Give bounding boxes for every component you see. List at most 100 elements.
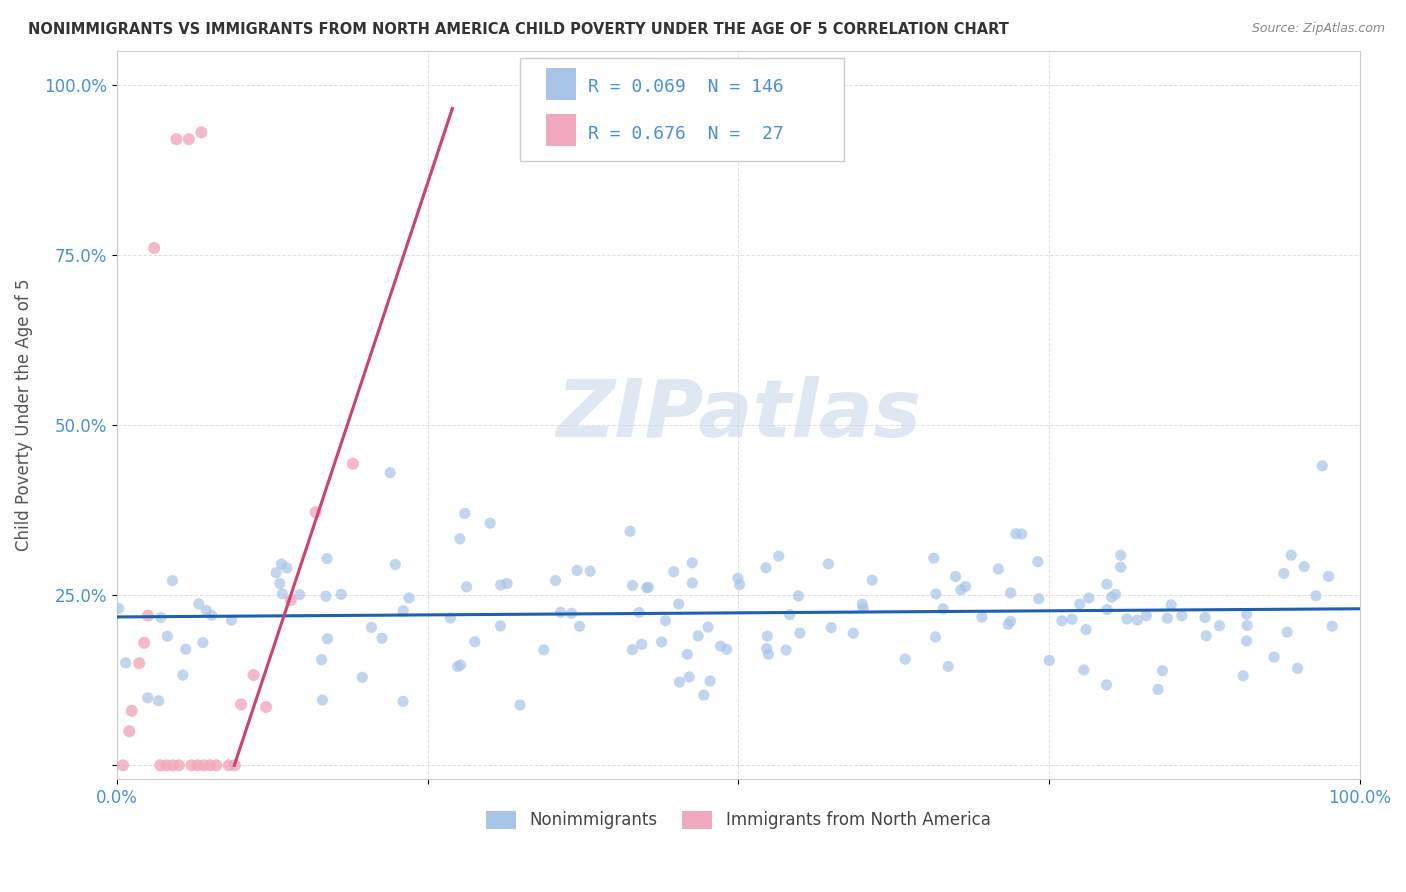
Point [439, 611, 461, 625]
Text: ZIPatlas: ZIPatlas [555, 376, 921, 454]
Point [174, 642, 197, 657]
Point [621, 642, 644, 657]
Point [758, 647, 780, 661]
Point [191, 635, 214, 649]
Point [1000, 586, 1022, 600]
Point [276, 561, 298, 575]
Point [177, 132, 200, 146]
Point [922, 551, 945, 566]
Y-axis label: Child Poverty Under the Age of 5: Child Poverty Under the Age of 5 [15, 278, 32, 551]
Point [852, 601, 875, 615]
Point [156, 629, 179, 643]
Point [925, 587, 948, 601]
Point [1279, 549, 1302, 563]
Point [269, 576, 291, 591]
Point [1073, 663, 1095, 677]
Point [316, 632, 339, 646]
Point [166, 132, 188, 146]
Point [565, 564, 588, 578]
Point [1236, 607, 1258, 622]
Point [198, 758, 221, 772]
Point [636, 581, 658, 595]
Point [1156, 611, 1178, 625]
Text: R = 0.069  N = 146: R = 0.069 N = 146 [588, 78, 783, 96]
Point [172, 668, 194, 682]
Point [1152, 664, 1174, 678]
Point [254, 700, 277, 714]
Point [193, 758, 215, 772]
Point [560, 607, 582, 621]
Point [1208, 618, 1230, 632]
Point [224, 758, 246, 772]
Point [352, 670, 374, 684]
Point [697, 620, 720, 634]
Point [568, 619, 591, 633]
Point [533, 643, 555, 657]
Point [195, 603, 218, 617]
Point [668, 675, 690, 690]
Text: NONIMMIGRANTS VS IMMIGRANTS FROM NORTH AMERICA CHILD POVERTY UNDER THE AGE OF 5 : NONIMMIGRANTS VS IMMIGRANTS FROM NORTH A… [28, 22, 1010, 37]
Point [180, 758, 202, 772]
Point [489, 619, 512, 633]
Point [271, 587, 294, 601]
Point [1028, 591, 1050, 606]
Point [162, 574, 184, 588]
Point [779, 607, 801, 622]
Point [997, 617, 1019, 632]
Point [851, 597, 873, 611]
Point [270, 557, 292, 571]
Point [496, 576, 519, 591]
Point [1194, 610, 1216, 624]
Point [936, 659, 959, 673]
Point [112, 758, 135, 772]
Point [134, 636, 156, 650]
Point [787, 589, 810, 603]
Point [201, 608, 224, 623]
Point [121, 704, 143, 718]
Point [1060, 612, 1083, 626]
Legend: Nonimmigrants, Immigrants from North America: Nonimmigrants, Immigrants from North Ame… [479, 804, 997, 836]
Point [509, 698, 531, 712]
Point [1195, 629, 1218, 643]
Point [464, 635, 486, 649]
Point [727, 571, 749, 585]
Point [371, 632, 394, 646]
Point [229, 698, 252, 712]
Point [1310, 458, 1333, 473]
Point [190, 125, 212, 139]
Point [693, 688, 716, 702]
Point [1050, 614, 1073, 628]
Point [360, 620, 382, 634]
Point [149, 610, 172, 624]
Point [1095, 577, 1118, 591]
Point [187, 758, 209, 772]
Point [1104, 587, 1126, 601]
Point [305, 505, 328, 519]
Point [654, 614, 676, 628]
Point [1317, 569, 1340, 583]
Point [668, 597, 690, 611]
Point [789, 626, 811, 640]
Point [148, 694, 170, 708]
Point [114, 656, 136, 670]
Point [709, 639, 731, 653]
Point [1320, 619, 1343, 633]
Point [651, 635, 673, 649]
Point [817, 557, 839, 571]
Point [1095, 678, 1118, 692]
Point [544, 574, 567, 588]
Point [1000, 614, 1022, 628]
Point [1095, 602, 1118, 616]
Point [1232, 669, 1254, 683]
Point [489, 578, 512, 592]
Point [755, 641, 778, 656]
Point [450, 657, 472, 672]
Point [1026, 555, 1049, 569]
Point [1160, 598, 1182, 612]
Point [681, 576, 703, 591]
Point [955, 580, 977, 594]
Point [1286, 661, 1309, 675]
Point [1135, 608, 1157, 623]
Point [311, 693, 333, 707]
Point [628, 606, 651, 620]
